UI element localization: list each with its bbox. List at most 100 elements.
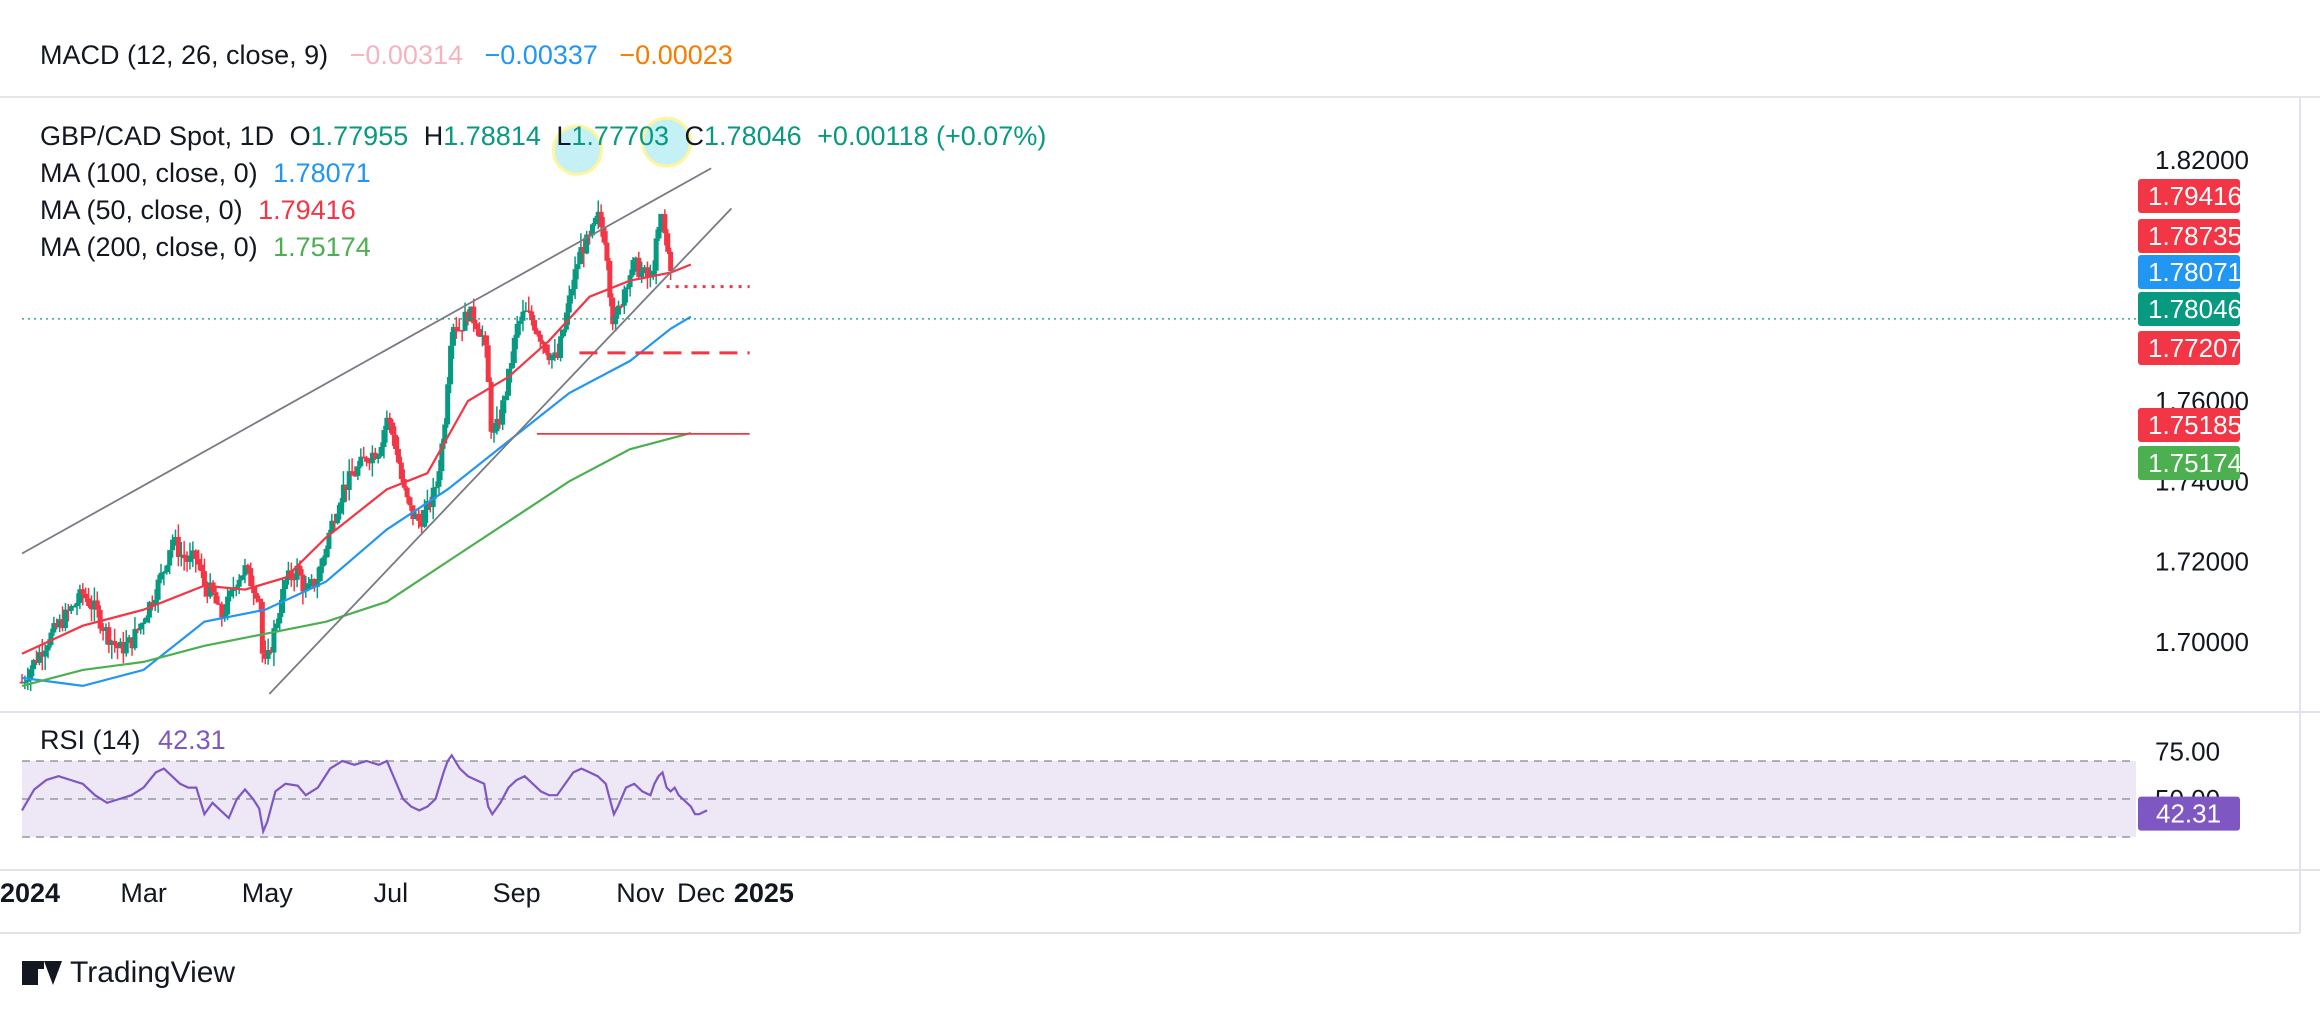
ma50-line bbox=[21, 263, 692, 655]
candle-body bbox=[610, 297, 616, 325]
time-axis-label: Mar bbox=[120, 878, 167, 908]
candle-body bbox=[523, 310, 529, 312]
candle-body bbox=[384, 417, 390, 431]
rsi-tag-bg bbox=[2138, 796, 2240, 831]
candle-body bbox=[71, 606, 77, 608]
candle-body bbox=[607, 260, 613, 298]
candle-body bbox=[555, 352, 561, 358]
macd-value-2: −0.00337 bbox=[484, 40, 598, 70]
candle-body bbox=[158, 572, 164, 580]
candle-body bbox=[320, 557, 326, 567]
candle-body bbox=[427, 500, 433, 508]
candle-body bbox=[494, 418, 500, 432]
candle-body bbox=[97, 609, 103, 629]
candle-body bbox=[22, 681, 28, 684]
candle-body bbox=[155, 579, 161, 600]
candle-body bbox=[361, 456, 367, 459]
main-legend[interactable]: GBP/CAD Spot, 1D O1.77955 H1.78814 L1.77… bbox=[40, 118, 1054, 266]
candle-body bbox=[369, 452, 375, 464]
peak-highlight-circle bbox=[551, 124, 603, 176]
candle-body bbox=[517, 320, 523, 324]
candle-body bbox=[117, 641, 123, 649]
candle-body bbox=[207, 582, 213, 597]
candle-body bbox=[199, 564, 205, 572]
candle-body bbox=[314, 581, 320, 587]
candle-body bbox=[126, 637, 132, 643]
candle-body bbox=[500, 400, 506, 425]
candle-body bbox=[88, 606, 94, 610]
candle-body bbox=[149, 602, 155, 605]
candle-body bbox=[144, 617, 150, 623]
candle-body bbox=[248, 568, 254, 587]
candle-body bbox=[552, 352, 558, 356]
candle-body bbox=[546, 352, 552, 361]
candle-body bbox=[372, 452, 378, 459]
candle-body bbox=[621, 289, 627, 306]
candle-body bbox=[332, 520, 338, 524]
high-value: 1.78814 bbox=[443, 121, 541, 151]
candle-body bbox=[338, 502, 344, 514]
rsi-legend[interactable]: RSI (14) 42.31 bbox=[40, 725, 226, 756]
candle-body bbox=[222, 614, 228, 618]
candle-body bbox=[80, 589, 86, 594]
price-tag-bg bbox=[2138, 446, 2240, 480]
candle-body bbox=[485, 345, 491, 382]
candle-body bbox=[227, 590, 233, 597]
candle-body bbox=[514, 323, 520, 338]
candle-body bbox=[636, 257, 642, 277]
candle-body bbox=[642, 267, 648, 271]
candle-body bbox=[329, 520, 335, 533]
candle-body bbox=[65, 609, 71, 612]
candle-body bbox=[569, 288, 575, 296]
candle-body bbox=[497, 418, 503, 425]
candle-body bbox=[375, 455, 381, 459]
price-tag: 1.75174 bbox=[2138, 446, 2242, 480]
price-tag-label: 1.79416 bbox=[2148, 181, 2242, 211]
candle-body bbox=[537, 334, 543, 342]
candle-body bbox=[633, 257, 639, 261]
candle-body bbox=[33, 659, 39, 663]
candle-body bbox=[534, 330, 540, 335]
tradingview-logo-icon bbox=[22, 961, 62, 985]
candle-body bbox=[439, 443, 445, 472]
symbol-label: GBP/CAD Spot, 1D bbox=[40, 121, 275, 151]
candle-body bbox=[398, 462, 404, 480]
candle-body bbox=[306, 583, 312, 590]
candle-body bbox=[178, 554, 184, 557]
candle-body bbox=[416, 513, 422, 521]
rsi-tick-label: 75.00 bbox=[2155, 737, 2220, 767]
candle-body bbox=[213, 592, 219, 604]
candle-body bbox=[132, 628, 138, 649]
candle-body bbox=[48, 632, 54, 646]
candle-body bbox=[25, 679, 31, 682]
price-tag-bg bbox=[2138, 408, 2240, 442]
time-axis-label: 2024 bbox=[0, 878, 60, 908]
candle-body bbox=[390, 422, 396, 435]
candle-body bbox=[106, 627, 112, 645]
candle-body bbox=[268, 649, 274, 653]
candle-body bbox=[115, 644, 121, 649]
candle-body bbox=[251, 586, 257, 594]
candle-body bbox=[381, 430, 387, 447]
candle-body bbox=[471, 306, 477, 324]
candle-body bbox=[595, 211, 601, 218]
macd-legend[interactable]: MACD (12, 26, close, 9) −0.00314 −0.0033… bbox=[40, 40, 747, 71]
candle-body bbox=[459, 330, 465, 332]
candle-body bbox=[187, 555, 193, 562]
candle-body bbox=[259, 601, 265, 654]
candle-body bbox=[624, 287, 630, 290]
candle-body bbox=[103, 627, 109, 631]
candle-body bbox=[543, 344, 549, 353]
candle-body bbox=[395, 448, 401, 463]
candle-body bbox=[413, 513, 419, 519]
candle-body bbox=[42, 650, 48, 657]
tradingview-footer[interactable]: TradingView bbox=[22, 956, 235, 990]
candle-body bbox=[146, 602, 152, 618]
candle-body bbox=[503, 395, 509, 401]
price-tag-label: 1.75174 bbox=[2148, 448, 2242, 478]
candle-body bbox=[442, 424, 448, 444]
candle-body bbox=[152, 599, 158, 605]
candle-body bbox=[450, 327, 456, 346]
candle-body bbox=[604, 242, 610, 261]
